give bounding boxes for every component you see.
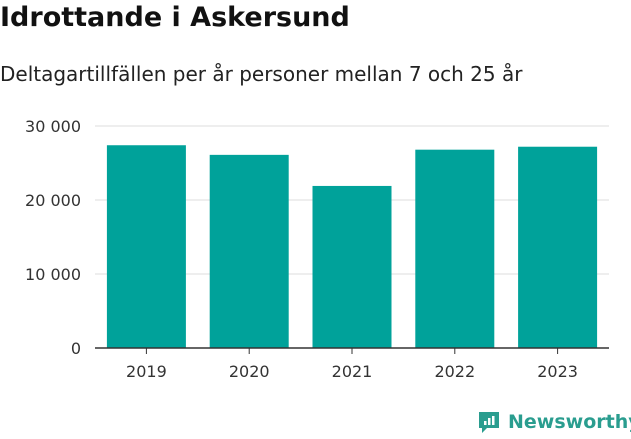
x-tick-label-2022: 2022 <box>434 362 475 381</box>
bar-2020 <box>209 154 289 348</box>
x-tick-label-2020: 2020 <box>229 362 270 381</box>
y-tick-label-2: 20 000 <box>25 191 81 210</box>
x-axis <box>95 347 609 354</box>
y-tick-label-1: 10 000 <box>25 265 81 284</box>
x-tick-label-2019: 2019 <box>126 362 167 381</box>
y-tick-label-0: 0 <box>71 339 81 358</box>
x-tick-label-2021: 2021 <box>332 362 373 381</box>
bar-2021 <box>312 185 392 348</box>
y-axis-tick-labels: 0 10 000 20 000 30 000 <box>25 117 81 358</box>
bars <box>106 145 598 348</box>
x-tick-label-2023: 2023 <box>537 362 578 381</box>
x-axis-tick-labels: 2019 2020 2021 2022 2023 <box>126 362 578 381</box>
brand-name: Newsworthy <box>508 411 631 433</box>
newsworthy-logo: Newsworthy <box>476 408 631 436</box>
bar-2019 <box>106 145 186 348</box>
page-subtitle: Deltagartillfällen per år personer mella… <box>0 62 523 86</box>
y-tick-label-3: 30 000 <box>25 117 81 136</box>
bar-2023 <box>518 146 598 348</box>
page-title: Idrottande i Askersund <box>0 2 350 33</box>
bar-2022 <box>415 149 495 348</box>
newsworthy-logo-icon <box>479 412 499 433</box>
